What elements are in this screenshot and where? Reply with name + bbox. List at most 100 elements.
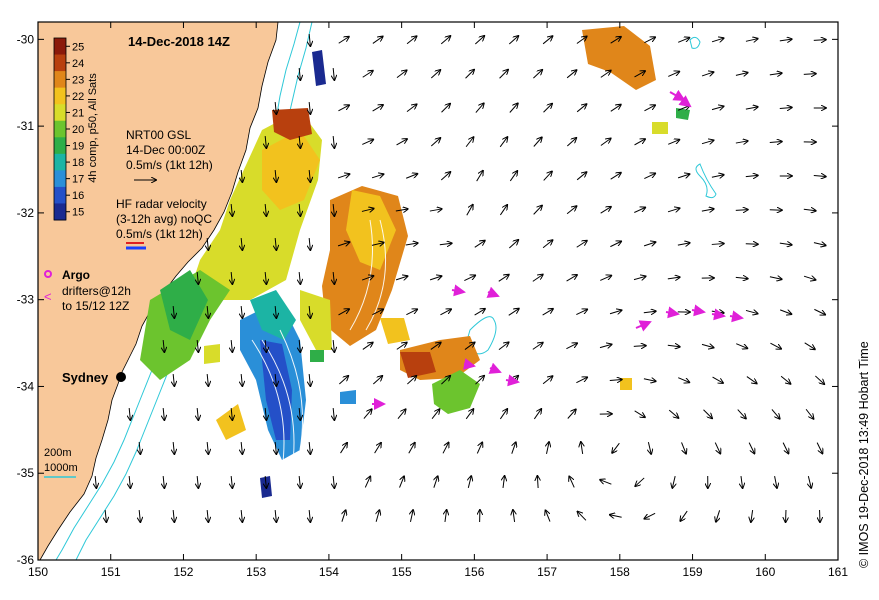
velocity-arrow — [779, 243, 792, 245]
x-tick-label: 154 — [319, 565, 339, 579]
velocity-arrow — [474, 309, 485, 316]
velocity-arrow — [474, 241, 485, 248]
velocity-arrow — [542, 309, 553, 316]
velocity-arrow — [508, 240, 518, 249]
velocity-arrow — [769, 73, 782, 75]
velocity-arrow — [667, 345, 680, 347]
velocity-arrow — [542, 36, 552, 45]
velocity-arrow — [633, 276, 646, 279]
velocity-arrow — [566, 70, 576, 79]
colorbar-segment — [54, 104, 66, 122]
velocity-arrow — [668, 140, 679, 145]
gsl-line1: NRT00 GSL — [126, 128, 191, 142]
velocity-arrow — [668, 409, 678, 418]
velocity-arrow — [361, 276, 373, 281]
velocity-arrow — [434, 476, 438, 488]
velocity-arrow — [569, 477, 575, 488]
velocity-arrow — [197, 339, 198, 352]
velocity-arrow — [231, 407, 232, 420]
velocity-arrow — [542, 376, 552, 385]
velocity-arrow — [309, 305, 310, 318]
velocity-arrow — [163, 475, 164, 488]
velocity-arrow — [339, 376, 348, 385]
velocity-arrow — [533, 206, 542, 215]
velocity-arrow — [612, 442, 620, 453]
velocity-arrow — [735, 277, 748, 278]
velocity-arrow — [803, 209, 816, 211]
velocity-arrow — [406, 104, 417, 113]
x-tick-label: 153 — [246, 565, 266, 579]
y-axis: -30 -31 -32 -33 -34 -35 -36 — [17, 32, 838, 567]
velocity-arrow — [333, 203, 334, 216]
velocity-arrow — [633, 346, 646, 347]
velocity-arrow — [431, 409, 439, 420]
velocity-arrow — [265, 135, 266, 148]
velocity-arrow — [503, 476, 505, 489]
velocity-arrow — [634, 139, 646, 146]
credit-text: © IMOS 19-Dec-2018 13:49 Hobart Time — [857, 341, 871, 568]
velocity-arrow — [499, 137, 507, 148]
velocity-arrow — [333, 135, 334, 148]
velocity-arrow — [337, 174, 349, 178]
velocity-arrow — [395, 276, 407, 280]
velocity-arrow — [265, 475, 266, 488]
velocity-arrow — [299, 67, 300, 80]
velocity-arrow — [441, 104, 450, 113]
velocity-arrow — [751, 509, 753, 522]
velocity-arrow — [567, 410, 576, 419]
velocity-arrow — [681, 442, 686, 453]
velocity-arrow — [745, 175, 758, 176]
velocity-arrow — [508, 309, 519, 316]
velocity-arrow — [173, 441, 174, 454]
x-tick-label: 160 — [755, 565, 775, 579]
colorbar-segment — [54, 38, 66, 56]
colorbar-segment — [54, 120, 66, 138]
velocity-arrow — [275, 441, 276, 454]
velocity-arrow — [779, 39, 792, 41]
velocity-arrow — [231, 339, 232, 352]
velocity-arrow — [299, 271, 300, 284]
y-tick-label: -36 — [17, 553, 35, 567]
velocity-arrow — [576, 104, 586, 113]
velocity-arrow — [397, 409, 406, 419]
velocity-arrow — [680, 510, 688, 521]
velocity-arrow — [197, 271, 198, 284]
colorbar-tick-label: 17 — [72, 174, 84, 186]
velocity-arrow — [105, 509, 106, 522]
velocity-arrow — [139, 441, 140, 454]
velocity-arrow — [364, 477, 370, 488]
velocity-arrow — [537, 476, 538, 489]
velocity-arrow — [265, 407, 266, 420]
velocity-arrow — [678, 38, 689, 43]
velocity-arrow — [95, 475, 96, 488]
velocity-arrow — [610, 173, 621, 180]
velocity-arrow — [475, 376, 484, 385]
velocity-arrow — [513, 510, 515, 523]
velocity-arrow — [745, 310, 758, 313]
velocity-arrow — [440, 36, 450, 45]
velocity-arrow — [803, 276, 815, 280]
velocity-arrow — [408, 443, 415, 454]
velocity-arrow — [241, 237, 242, 250]
velocity-arrow — [643, 242, 655, 246]
velocity-arrow — [440, 172, 450, 181]
velocity-arrow — [711, 38, 723, 42]
velocity-arrow — [644, 37, 655, 44]
velocity-arrow — [600, 139, 611, 146]
velocity-arrow — [129, 407, 130, 420]
velocity-arrow — [395, 209, 408, 211]
velocity-arrow — [678, 377, 689, 383]
colorbar-tick-label: 16 — [72, 190, 84, 202]
velocity-arrow — [439, 243, 452, 245]
velocity-arrow — [241, 441, 242, 454]
colorbar-segment — [54, 203, 66, 221]
velocity-arrow — [163, 407, 164, 420]
y-tick-label: -33 — [17, 293, 35, 307]
velocity-arrow — [600, 480, 612, 485]
x-axis: 150 151 152 153 154 155 156 157 158 159 160 161 — [28, 22, 848, 579]
y-tick-label: -31 — [17, 119, 35, 133]
velocity-arrow — [299, 135, 300, 148]
velocity-arrow — [333, 271, 334, 284]
velocity-arrow — [465, 70, 474, 79]
velocity-arrow — [362, 343, 373, 350]
